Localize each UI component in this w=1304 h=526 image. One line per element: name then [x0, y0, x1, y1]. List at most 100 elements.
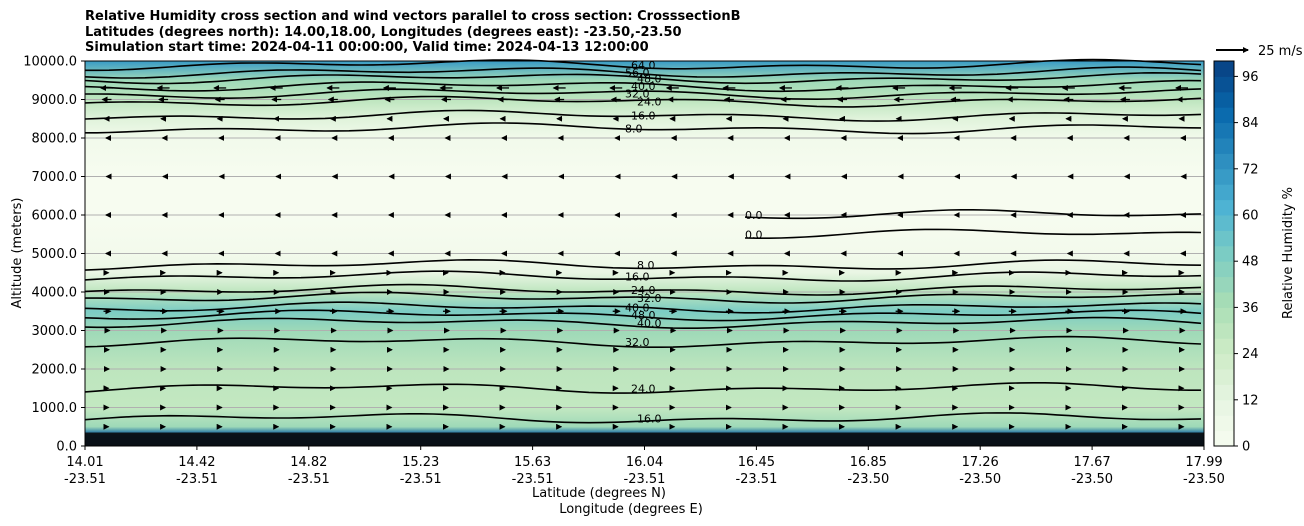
colorbar-tick-label: 0	[1242, 440, 1250, 455]
contour-line	[744, 228, 1202, 239]
quiver-key: 25 m/s	[1216, 44, 1303, 59]
contour-line	[84, 381, 1201, 394]
colorbar-band	[1214, 353, 1234, 370]
x-tick-label-lat: 15.63	[514, 455, 551, 470]
x-tick-label-lon: -23.50	[1183, 472, 1225, 487]
colorbar-band	[1214, 415, 1234, 432]
colorbar-band	[1214, 292, 1234, 308]
contour-line	[85, 291, 1202, 304]
contour-line	[84, 301, 1202, 314]
colorbar-band	[1214, 199, 1234, 216]
contour-line	[84, 109, 1202, 122]
colorbar-tick-label: 84	[1242, 116, 1259, 131]
title-line-1: Relative Humidity cross section and wind…	[85, 9, 741, 24]
y-tick-label: 8000.0	[32, 132, 78, 147]
contour-line	[84, 316, 1202, 330]
y-tick-label: 6000.0	[32, 209, 78, 224]
colorbar-tick-label: 36	[1242, 301, 1259, 316]
y-axis: 0.0 1000.0 2000.0 3000.0 4000.0 5000.0 6000.0 7…	[23, 55, 85, 455]
x-axis: 14.01 -23.51 14.42 -23.51 14.82 -23.51 15.23 -2…	[64, 446, 1225, 487]
plot-area	[85, 60, 1204, 447]
x-tick-label-lon: -23.51	[735, 472, 777, 487]
y-tick-label: 7000.0	[32, 170, 78, 185]
y-tick-label: 9000.0	[32, 93, 78, 108]
colorbar: 0 12 24 36 48 60 72 84 96	[1213, 60, 1259, 455]
quiver-key-label: 25 m/s	[1258, 44, 1303, 59]
contour-label: 16.0	[625, 271, 650, 284]
contour-line	[84, 283, 1202, 296]
contour-label: 8.0	[625, 122, 643, 135]
chart-title: Relative Humidity cross section and wind…	[85, 9, 741, 56]
x-tick-label-lat: 14.42	[178, 455, 215, 470]
contour-line	[85, 88, 1202, 101]
colorbar-band	[1214, 399, 1234, 416]
contour-label: 32.0	[625, 336, 650, 349]
colorbar-tick-label: 60	[1242, 209, 1259, 224]
contour-line	[84, 412, 1202, 424]
title-line-2: Latitudes (degrees north): 14.00,18.00, …	[85, 24, 682, 40]
contour-line	[84, 270, 1202, 282]
colorbar-band	[1214, 168, 1234, 185]
x-tick-label-lon: -23.51	[512, 472, 554, 487]
contour-line	[84, 258, 1202, 271]
x-tick-label-lat: 16.85	[850, 455, 887, 470]
contour-label: 24.0	[631, 284, 656, 297]
colorbar-tick-label: 24	[1242, 347, 1259, 362]
colorbar-band	[1214, 322, 1234, 339]
contour-label: 16.0	[631, 110, 656, 123]
colorbar-band	[1214, 76, 1234, 93]
contour-line	[84, 66, 1202, 79]
colorbar-band	[1214, 91, 1234, 108]
x-tick-label-lon: -23.51	[176, 472, 218, 487]
contour-label: 8.0	[637, 259, 655, 272]
surface-contour-band	[85, 432, 1204, 446]
contour-label: 64.0	[631, 59, 656, 72]
x-tick-label-lat: 17.26	[962, 455, 999, 470]
wind-vectors	[100, 84, 1188, 430]
x-tick-label-lat: 17.99	[1185, 455, 1222, 470]
colorbar-band	[1214, 107, 1234, 124]
y-tick-label: 5000.0	[32, 247, 78, 262]
colorbar-band	[1214, 153, 1234, 170]
x-tick-label-lon: -23.50	[959, 472, 1001, 487]
contour-label: 16.0	[637, 412, 662, 425]
contour-label: 32.0	[625, 88, 650, 101]
contour-label: 56.0	[625, 67, 650, 80]
colorbar-band	[1214, 261, 1234, 278]
y-tick-label: 3000.0	[32, 324, 78, 339]
contour-label: 24.0	[631, 382, 656, 395]
contour-line	[84, 309, 1202, 322]
contour-lines: 8.016.024.032.040.048.056.064.08.016.024…	[84, 58, 1204, 446]
contour-label: 40.0	[625, 301, 650, 314]
contour-line	[85, 58, 1202, 72]
x-tick-label-lon: -23.51	[64, 472, 106, 487]
y-tick-label: 1000.0	[32, 401, 78, 416]
y-tick-label: 0.0	[56, 440, 77, 455]
contour-line	[84, 335, 1202, 349]
x-tick-label-lat: 15.23	[402, 455, 439, 470]
contour-label: 40.0	[631, 80, 656, 93]
colorbar-tick-label: 72	[1242, 162, 1259, 177]
colorbar-band	[1214, 245, 1234, 262]
x-tick-label-lon: -23.50	[847, 472, 889, 487]
contour-label: 0.0	[745, 209, 763, 222]
x-axis-label-2: Longitude (degrees E)	[559, 502, 703, 517]
x-tick-label-lon: -23.51	[288, 472, 330, 487]
colorbar-tick-label: 96	[1242, 70, 1259, 85]
contour-label: 0.0	[745, 228, 763, 241]
x-tick-label-lon: -23.51	[400, 472, 442, 487]
colorbar-band	[1214, 384, 1234, 401]
contour-label: 40.0	[637, 317, 662, 330]
y-tick-label: 10000.0	[23, 55, 77, 70]
x-tick-label-lon: -23.50	[1071, 472, 1113, 487]
contour-label: 24.0	[637, 95, 662, 108]
contour-line	[84, 71, 1202, 85]
x-tick-label-lat: 16.45	[738, 455, 775, 470]
colorbar-band	[1214, 307, 1234, 324]
y-tick-label: 4000.0	[32, 286, 78, 301]
y-axis-label: Altitude (meters)	[10, 198, 25, 309]
y-tick-label: 2000.0	[32, 363, 78, 378]
colorbar-band	[1214, 122, 1234, 139]
x-tick-label-lat: 14.01	[66, 455, 103, 470]
